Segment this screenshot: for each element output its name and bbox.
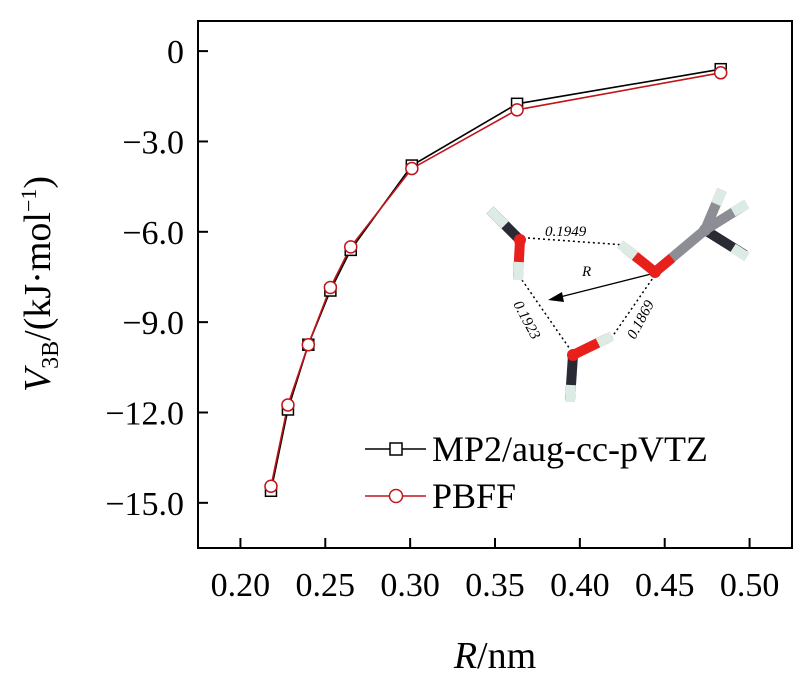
y-axis-label-unit: /(kJ·mol — [17, 212, 59, 341]
data-series — [264, 62, 728, 498]
x-tick-label: 0.25 — [296, 567, 356, 604]
y-axis-label-subscript: 3B — [38, 341, 64, 369]
bond-oh-light — [616, 240, 639, 260]
series-line-mp2 — [270, 68, 721, 491]
y-tick-label: −6.0 — [122, 215, 184, 252]
bond-w1-h2-light — [513, 261, 524, 281]
oxygen-atom-w1 — [514, 234, 526, 246]
y-tick-label: −12.0 — [105, 395, 184, 432]
distance-label-right: 0.1869 — [624, 298, 658, 342]
legend-label-mp2: MP2/aug-cc-pVTZ — [432, 429, 708, 469]
data-point-pbff — [510, 103, 524, 117]
x-tick-label: 0.50 — [720, 567, 780, 604]
distance-label-left: 0.1923 — [509, 298, 542, 342]
bond-w1-h1-light — [486, 206, 509, 229]
data-point-pbff — [301, 337, 316, 352]
legend-marker-pbff — [388, 488, 404, 504]
r-label: R — [581, 264, 591, 280]
y-tick-label: 0 — [167, 34, 184, 71]
data-point-pbff — [713, 66, 728, 80]
oxygen-atom-methanol — [649, 266, 661, 278]
x-tick-label: 0.20 — [211, 567, 271, 604]
y-axis-label-variable: V — [17, 365, 59, 392]
data-point-pbff — [281, 398, 295, 412]
data-point-pbff — [323, 280, 338, 295]
legend-label-pbff: PBFF — [432, 476, 516, 516]
y-tick-label: −3.0 — [122, 124, 184, 161]
r-arrow-head — [548, 292, 564, 302]
y-tick-label: −9.0 — [122, 305, 184, 342]
bond-ch2-light — [730, 243, 750, 262]
r-arrow — [555, 272, 656, 299]
legend-marker-mp2 — [389, 442, 403, 456]
y-tick-label: −15.0 — [105, 486, 184, 523]
data-point-pbff — [343, 240, 358, 254]
bond-ch1-light — [711, 188, 727, 206]
bond-ch3-light — [730, 199, 750, 217]
bond-w2-h1-light — [595, 331, 615, 348]
x-tick-label: 0.35 — [465, 567, 525, 604]
molecule-inset: 0.1949 R 0.1923 0.1869 — [486, 188, 750, 403]
oxygen-atom-w2 — [567, 349, 579, 361]
carbon-atom-methanol — [699, 224, 711, 236]
legend: MP2/aug-cc-pVTZ PBFF — [365, 429, 708, 516]
y-axis-label-close: ) — [17, 176, 59, 189]
y-axis-label: V3B/(kJ·mol−1) — [16, 176, 64, 392]
x-tick-label: 0.40 — [550, 567, 610, 604]
y-axis-label-superscript: −1 — [16, 189, 41, 212]
x-axis-ticks: 0.20 0.25 0.30 0.35 0.40 0.45 0.50 — [211, 538, 780, 604]
x-tick-label: 0.30 — [380, 567, 440, 604]
series-line-pbff — [270, 72, 721, 487]
x-axis-label: R/nm — [453, 635, 536, 677]
x-axis-label-unit: /nm — [477, 635, 536, 677]
bond-w2-h2-light — [565, 384, 576, 403]
x-tick-label: 0.45 — [635, 567, 695, 604]
h-bond-line-top — [527, 237, 626, 246]
distance-label-top: 0.1949 — [545, 224, 587, 240]
data-point-pbff — [264, 479, 278, 494]
x-axis-label-variable: R — [453, 635, 477, 677]
y-axis-ticks: 0 −3.0 −6.0 −9.0 −12.0 −15.0 — [105, 34, 208, 523]
data-point-pbff — [405, 161, 419, 176]
